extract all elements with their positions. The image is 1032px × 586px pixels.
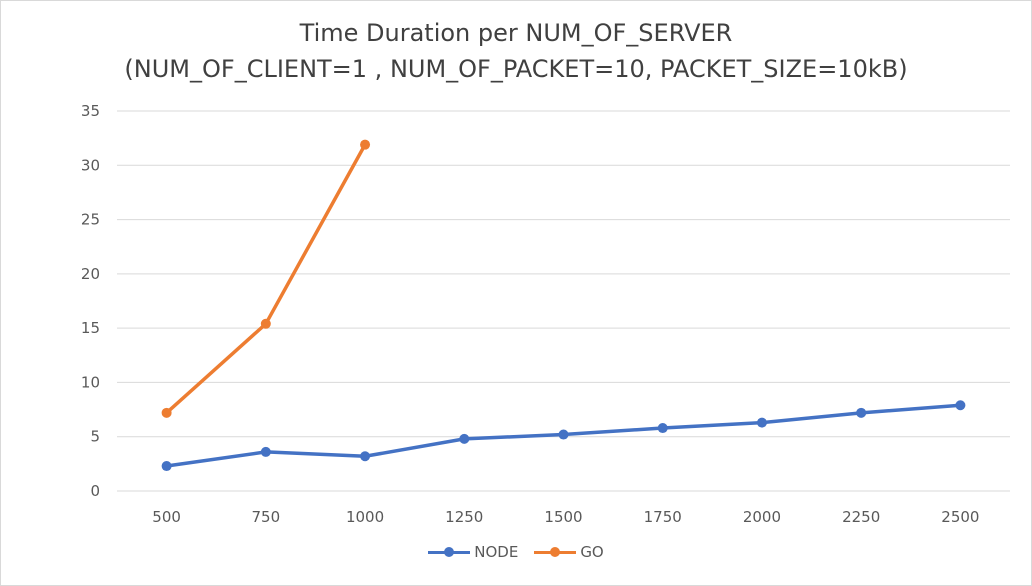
y-tick-label: 10 (81, 373, 100, 391)
y-tick-label: 0 (90, 482, 100, 500)
y-tick-label: 35 (81, 102, 100, 120)
y-tick-label: 5 (90, 428, 100, 446)
legend-item-go: GO (534, 543, 604, 561)
series-line-go (164, 142, 367, 415)
y-tick-label: 25 (81, 211, 100, 229)
data-point-go (360, 139, 371, 150)
x-tick-label: 1750 (644, 508, 682, 526)
legend-label: GO (580, 543, 604, 561)
y-tick-label: 30 (81, 156, 100, 174)
x-tick-label: 1000 (346, 508, 384, 526)
data-point-node (558, 429, 569, 440)
x-tick-label: 750 (252, 508, 281, 526)
data-point-node (260, 446, 271, 457)
y-tick-label: 15 (81, 319, 100, 337)
data-point-node (856, 407, 867, 418)
data-point-node (459, 433, 470, 444)
chart-title: Time Duration per NUM_OF_SERVER (299, 19, 733, 47)
data-point-node (360, 451, 371, 462)
x-tick-label: 2000 (743, 508, 781, 526)
data-point-node (756, 417, 767, 428)
x-tick-label: 500 (152, 508, 181, 526)
legend-label: NODE (474, 543, 519, 561)
x-tick-label: 2250 (842, 508, 880, 526)
x-tick-label: 1500 (544, 508, 582, 526)
legend-marker (534, 545, 577, 559)
x-tick-label: 2500 (941, 508, 979, 526)
data-point-node (161, 461, 172, 472)
y-tick-label: 20 (81, 265, 100, 283)
chart-legend: NODE GO (0, 543, 1032, 561)
data-point-node (955, 400, 966, 411)
chart-subtitle: (NUM_OF_CLIENT=1 , NUM_OF_PACKET=10, PAC… (124, 55, 908, 83)
data-point-go (260, 318, 271, 329)
legend-item-node: NODE (428, 543, 518, 561)
data-point-go (161, 407, 172, 418)
x-tick-label: 1250 (445, 508, 483, 526)
data-point-node (657, 423, 668, 434)
legend-marker (428, 545, 471, 559)
